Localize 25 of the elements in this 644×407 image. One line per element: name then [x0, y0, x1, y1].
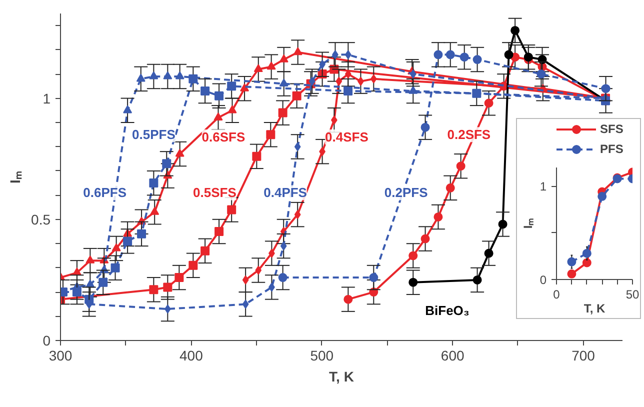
y-axis-title: Iₘ [7, 170, 24, 184]
annotation: 0.2PFS [384, 185, 428, 200]
x-tick-label: 600 [440, 348, 464, 364]
x-tick-label: 700 [572, 348, 596, 364]
y-tick-label: 1 [540, 180, 547, 194]
y-tick-label: 0.5 [31, 211, 51, 228]
annotation: 0.4SFS [325, 130, 369, 145]
annotation: 0.5PFS [132, 127, 176, 142]
y-tick-label: 1 [42, 90, 51, 106]
x-axis-title: T, K [329, 368, 354, 384]
x-axis-title: T, K [584, 302, 606, 316]
annotation: 0.6SFS [202, 130, 246, 145]
x-tick-label: 300 [48, 348, 72, 364]
x-tick-label: 50 [626, 288, 640, 302]
legend-label: PFS [600, 142, 624, 156]
legend-label: SFS [600, 122, 624, 136]
annotation: 0.4PFS [264, 185, 308, 200]
y-tick-label: 0 [42, 332, 51, 348]
annotation: 0.2SFS [447, 127, 491, 142]
y-axis-title: Iₘ [520, 218, 535, 229]
annotation: 0.6PFS [83, 185, 127, 200]
annotation: 0.5SFS [193, 185, 237, 200]
annotation: BiFeO₃ [425, 302, 470, 318]
x-tick-label: 500 [310, 348, 334, 364]
x-tick-label: 400 [180, 348, 204, 364]
